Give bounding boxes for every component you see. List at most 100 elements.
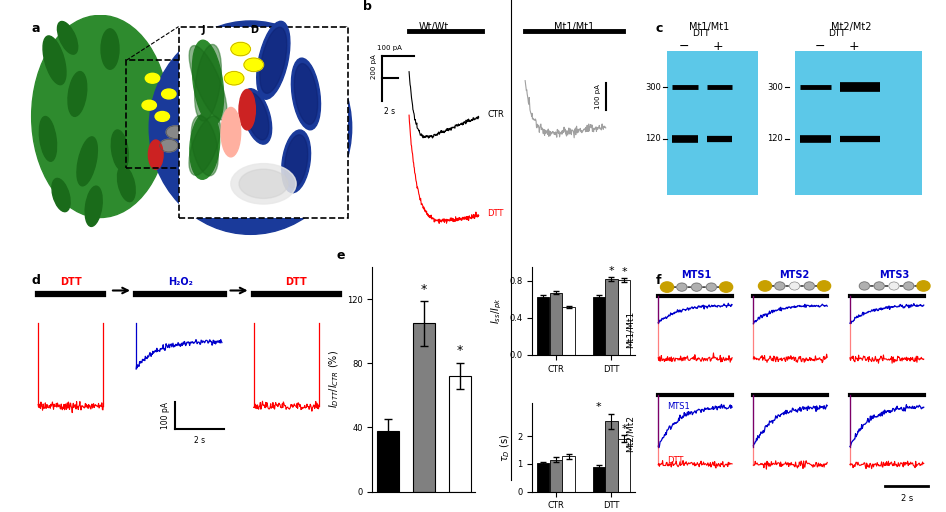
Circle shape xyxy=(707,283,716,291)
Text: Mt1/Mt1: Mt1/Mt1 xyxy=(554,22,594,32)
Circle shape xyxy=(676,283,687,291)
Text: 100 pA: 100 pA xyxy=(377,45,402,51)
Text: b: b xyxy=(362,0,372,13)
Ellipse shape xyxy=(58,22,78,54)
Bar xyxy=(618,439,630,492)
Ellipse shape xyxy=(287,72,306,116)
Bar xyxy=(563,456,574,492)
Y-axis label: $\tau_D$ (s): $\tau_D$ (s) xyxy=(498,433,512,462)
Ellipse shape xyxy=(197,89,219,144)
Circle shape xyxy=(817,281,831,291)
Bar xyxy=(563,307,574,355)
Text: +: + xyxy=(849,40,860,53)
Bar xyxy=(592,467,604,492)
Circle shape xyxy=(162,89,176,99)
Ellipse shape xyxy=(232,130,249,170)
Circle shape xyxy=(166,126,184,138)
Text: 120: 120 xyxy=(645,134,661,143)
Ellipse shape xyxy=(189,116,220,175)
Text: 100 pA: 100 pA xyxy=(162,401,170,429)
Circle shape xyxy=(775,282,785,290)
Ellipse shape xyxy=(296,114,316,163)
Ellipse shape xyxy=(242,89,272,144)
Ellipse shape xyxy=(245,93,269,140)
Text: 2 s: 2 s xyxy=(901,494,913,503)
Ellipse shape xyxy=(324,85,341,125)
Bar xyxy=(618,280,630,355)
Ellipse shape xyxy=(195,45,221,121)
Text: 200 pA: 200 pA xyxy=(372,55,377,79)
Text: DTT: DTT xyxy=(667,456,683,464)
Ellipse shape xyxy=(190,112,219,179)
Circle shape xyxy=(804,282,815,290)
Ellipse shape xyxy=(191,116,219,176)
Ellipse shape xyxy=(85,186,102,226)
Text: DTT: DTT xyxy=(286,277,307,287)
Ellipse shape xyxy=(117,166,135,202)
Ellipse shape xyxy=(312,139,332,183)
Circle shape xyxy=(720,282,732,292)
Ellipse shape xyxy=(256,22,289,99)
Ellipse shape xyxy=(248,96,267,136)
Bar xyxy=(795,51,922,195)
Ellipse shape xyxy=(52,178,70,211)
Circle shape xyxy=(889,282,899,290)
Circle shape xyxy=(759,281,772,291)
Ellipse shape xyxy=(291,58,321,130)
Ellipse shape xyxy=(231,164,296,204)
Bar xyxy=(449,376,471,492)
Bar xyxy=(605,279,618,355)
Text: 2 s: 2 s xyxy=(384,108,395,116)
Ellipse shape xyxy=(285,135,307,188)
Text: *: * xyxy=(608,266,614,276)
Text: *: * xyxy=(622,267,627,278)
Circle shape xyxy=(859,282,869,290)
Ellipse shape xyxy=(282,130,310,193)
Ellipse shape xyxy=(260,27,287,93)
Text: *: * xyxy=(596,402,602,412)
Ellipse shape xyxy=(274,150,291,195)
Text: DTT: DTT xyxy=(60,277,81,287)
Text: MTS1: MTS1 xyxy=(681,270,711,280)
Y-axis label: $I_{ss}/I_{pk}$: $I_{ss}/I_{pk}$ xyxy=(489,297,503,325)
Circle shape xyxy=(179,133,198,145)
Circle shape xyxy=(660,282,674,292)
Text: Mt1/Mt1: Mt1/Mt1 xyxy=(690,22,729,32)
Circle shape xyxy=(146,73,160,83)
Text: +: + xyxy=(712,40,723,53)
Text: MTS1: MTS1 xyxy=(667,402,690,411)
Text: a: a xyxy=(31,22,40,35)
Ellipse shape xyxy=(101,29,119,69)
Ellipse shape xyxy=(40,117,57,161)
Circle shape xyxy=(155,112,169,121)
Ellipse shape xyxy=(77,137,97,186)
Ellipse shape xyxy=(31,15,168,218)
Bar xyxy=(550,293,562,355)
Text: −: − xyxy=(678,40,689,53)
Ellipse shape xyxy=(221,108,240,157)
Text: *: * xyxy=(421,283,427,296)
Text: f: f xyxy=(656,273,661,287)
Circle shape xyxy=(142,100,156,110)
Ellipse shape xyxy=(149,140,163,169)
Text: Mt2/Mt2: Mt2/Mt2 xyxy=(832,22,871,32)
Circle shape xyxy=(903,282,914,290)
Ellipse shape xyxy=(216,164,234,204)
Ellipse shape xyxy=(186,47,210,96)
Text: e: e xyxy=(337,249,345,262)
Ellipse shape xyxy=(239,169,288,199)
Text: DTT: DTT xyxy=(829,29,846,37)
Ellipse shape xyxy=(149,21,352,234)
Text: 300: 300 xyxy=(645,83,661,92)
Bar xyxy=(127,60,218,168)
Y-axis label: $I_{DTT}/I_{CTR}$ (%): $I_{DTT}/I_{CTR}$ (%) xyxy=(328,350,342,408)
Bar xyxy=(413,323,435,492)
Ellipse shape xyxy=(230,61,252,105)
Text: Mt2/Mt2: Mt2/Mt2 xyxy=(625,415,635,452)
Bar xyxy=(667,51,758,195)
Circle shape xyxy=(692,283,702,291)
Circle shape xyxy=(917,281,930,291)
Text: d: d xyxy=(31,273,41,287)
Text: 100 pA: 100 pA xyxy=(595,84,601,109)
Ellipse shape xyxy=(189,46,227,120)
